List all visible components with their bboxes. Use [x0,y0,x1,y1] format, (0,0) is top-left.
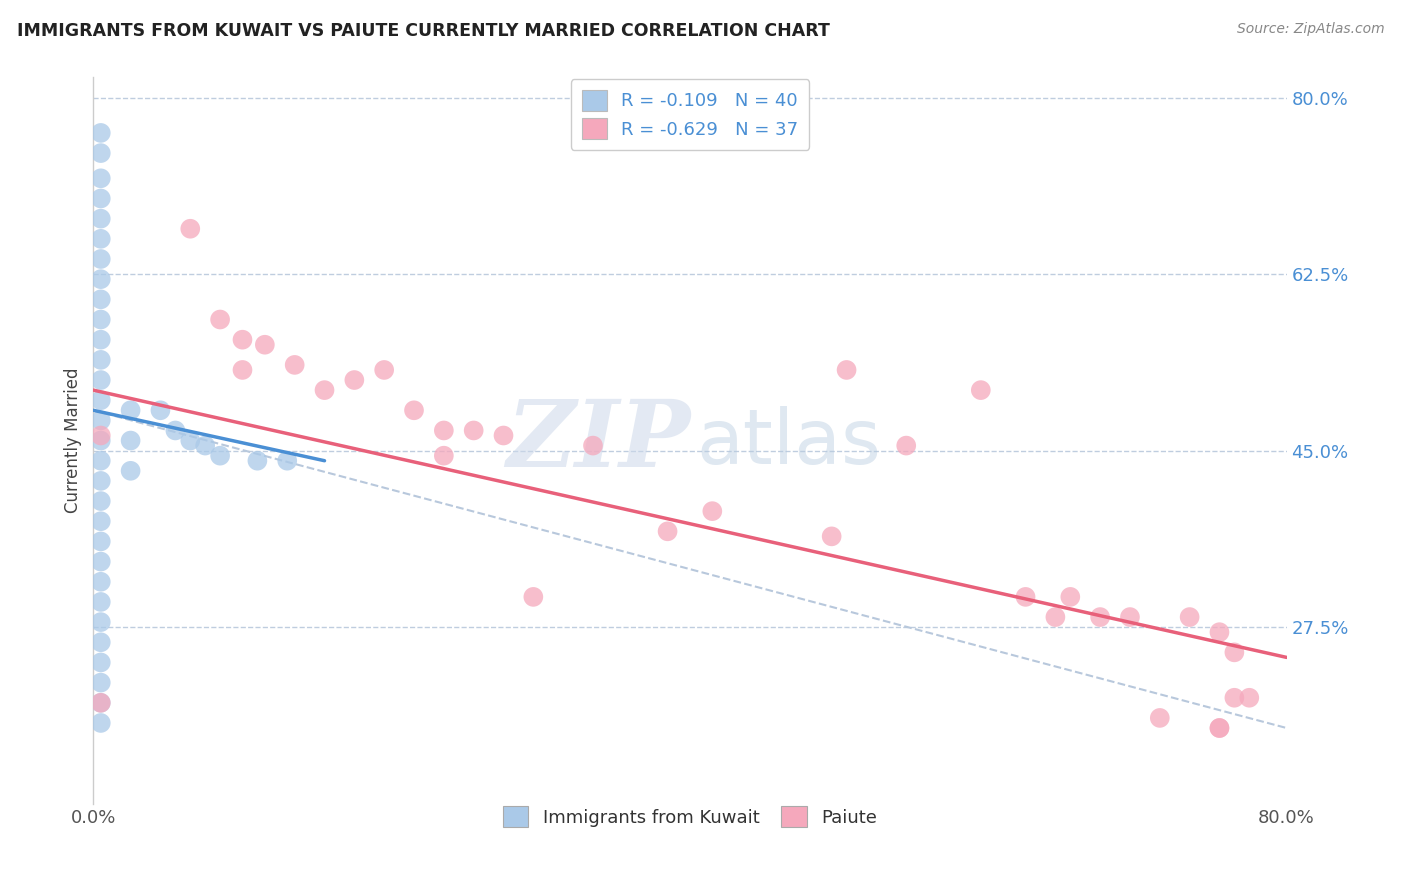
Point [246,454,269,468]
Point [90,696,112,710]
Text: ZIP: ZIP [506,395,690,485]
Point [896,439,918,453]
Point [1223,645,1246,659]
Point [90,675,112,690]
Point [433,449,456,463]
Point [165,424,187,438]
Point [373,363,395,377]
Point [90,715,112,730]
Point [90,428,112,442]
Point [90,126,112,140]
Point [1059,590,1081,604]
Point [120,464,142,478]
Point [433,424,456,438]
Point [463,424,485,438]
Point [209,449,232,463]
Point [231,363,253,377]
Point [90,656,112,670]
Point [702,504,724,518]
Point [90,595,112,609]
Point [1208,721,1230,735]
Point [1208,721,1230,735]
Point [90,171,112,186]
Point [582,439,605,453]
Point [90,615,112,629]
Point [90,293,112,307]
Point [90,696,112,710]
Point [90,534,112,549]
Point [522,590,544,604]
Point [120,434,142,448]
Point [194,439,217,453]
Y-axis label: Currently Married: Currently Married [65,368,82,513]
Point [1223,690,1246,705]
Point [179,221,201,235]
Point [209,312,232,326]
Point [970,383,993,397]
Point [90,474,112,488]
Point [179,434,201,448]
Point [90,232,112,246]
Point [90,192,112,206]
Point [90,146,112,161]
Point [284,358,307,372]
Point [90,434,112,448]
Point [1119,610,1142,624]
Point [90,312,112,326]
Point [90,555,112,569]
Point [120,403,142,417]
Point [90,352,112,367]
Point [1178,610,1201,624]
Point [314,383,336,397]
Point [90,514,112,528]
Point [90,333,112,347]
Point [253,337,276,351]
Text: IMMIGRANTS FROM KUWAIT VS PAIUTE CURRENTLY MARRIED CORRELATION CHART: IMMIGRANTS FROM KUWAIT VS PAIUTE CURRENT… [17,22,830,40]
Point [1045,610,1067,624]
Point [90,252,112,266]
Point [231,333,253,347]
Point [1208,625,1230,640]
Point [90,454,112,468]
Text: Source: ZipAtlas.com: Source: ZipAtlas.com [1237,22,1385,37]
Point [149,403,172,417]
Point [90,393,112,408]
Point [492,428,515,442]
Text: atlas: atlas [696,406,880,480]
Point [821,529,844,543]
Point [1149,711,1171,725]
Point [90,413,112,427]
Point [90,211,112,226]
Point [1239,690,1261,705]
Point [402,403,425,417]
Point [276,454,298,468]
Point [90,635,112,649]
Point [90,272,112,286]
Point [835,363,858,377]
Legend: Immigrants from Kuwait, Paiute: Immigrants from Kuwait, Paiute [496,799,884,835]
Point [90,373,112,387]
Point [657,524,679,539]
Point [90,574,112,589]
Point [343,373,366,387]
Point [1088,610,1111,624]
Point [90,494,112,508]
Point [1014,590,1036,604]
